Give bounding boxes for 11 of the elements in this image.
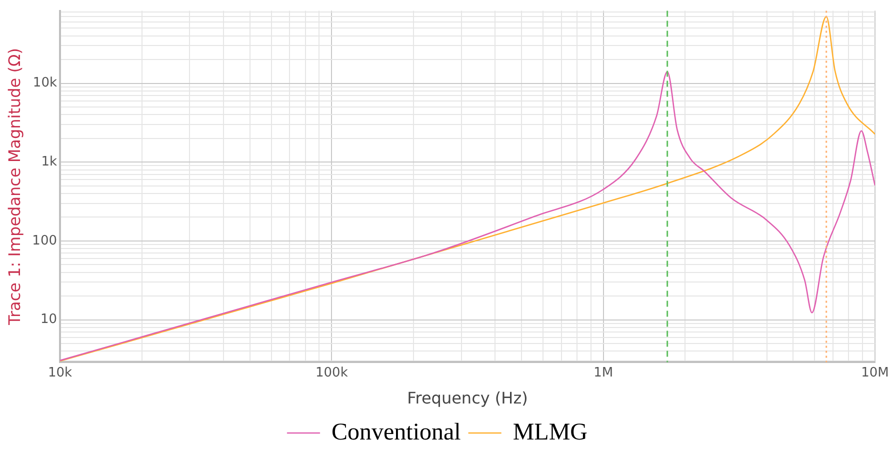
x-tick-label: 10M (861, 365, 889, 380)
legend-label: MLMG (512, 419, 588, 446)
y-tick-label: 1k (41, 154, 58, 170)
x-tick-label: 1M (594, 365, 614, 380)
y-tick-label: 100 (32, 233, 58, 248)
y-axis-title: Trace 1: Impedance Magnitude (Ω) (4, 48, 24, 326)
x-axis-title: Frequency (Hz) (407, 388, 528, 408)
x-tick-label: 100k (316, 365, 348, 380)
y-tick-label: 10k (32, 76, 58, 91)
legend-label: Conventional (332, 419, 462, 446)
y-tick-label: 10 (40, 312, 58, 328)
